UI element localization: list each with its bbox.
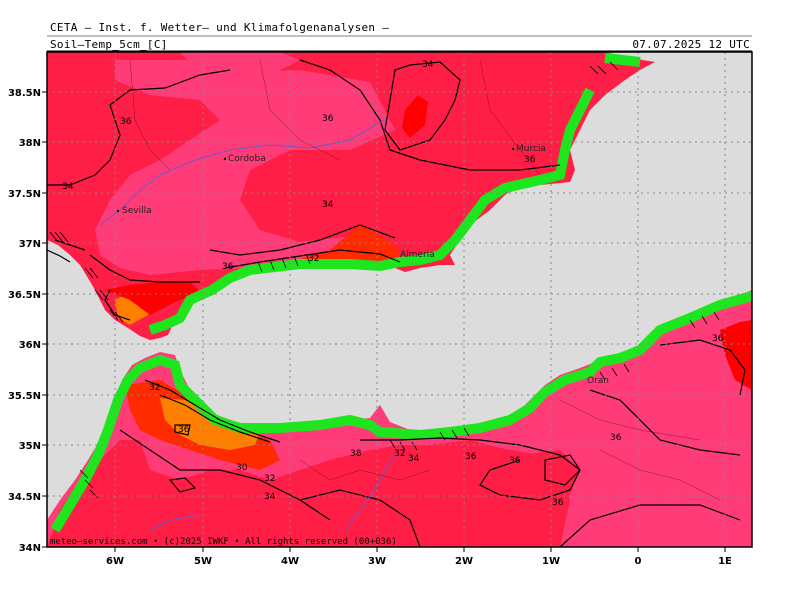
lon-label: 1W xyxy=(542,556,560,567)
lon-label: 6W xyxy=(106,556,124,567)
lat-label: 36N xyxy=(19,340,41,351)
map-border xyxy=(46,51,753,548)
contour-label: 32 xyxy=(149,383,160,393)
copyright-text: meteo—services.com • (c)2025 IWKF • All … xyxy=(50,537,397,547)
contour-value-labels: 34 36 36 34 34 36 36 32 32 30 32 34 38 3… xyxy=(62,60,724,508)
lat-label: 36.5N xyxy=(8,290,41,301)
contour-label: 34 xyxy=(62,182,74,192)
lat-label: 34N xyxy=(19,543,41,554)
city-dot-sevilla xyxy=(116,209,120,213)
grid-lines xyxy=(47,52,752,547)
spain-coast-green xyxy=(148,53,641,335)
contour-label: 36 xyxy=(120,117,132,127)
contour-label: 36 xyxy=(712,334,724,344)
lon-label: 3W xyxy=(368,556,386,567)
valid-time: 07.07.2025 12 UTC xyxy=(632,38,750,51)
contour-label: 34 xyxy=(408,454,420,464)
contour-label: 34 xyxy=(322,200,334,210)
lat-label: 34.5N xyxy=(8,492,41,503)
city-murcia: Murcia xyxy=(516,144,546,154)
lon-label: 5W xyxy=(194,556,212,567)
contour-label: 36 xyxy=(509,456,521,466)
contour-label: 36 xyxy=(465,452,477,462)
contour-label: 36 xyxy=(178,425,190,435)
contour-label: 32 xyxy=(308,254,319,264)
lat-label: 35.5N xyxy=(8,391,41,402)
header-title: CETA — Inst. f. Wetter— und Klimafolgena… xyxy=(50,21,390,34)
axis-ticks xyxy=(42,91,726,552)
lat-label: 38N xyxy=(19,138,41,149)
contour-label: 36 xyxy=(524,155,536,165)
africa-zone-34 xyxy=(47,440,570,547)
contour-label: 30 xyxy=(236,463,248,473)
city-oran: Oran xyxy=(587,376,609,386)
africa-zone-30 xyxy=(160,398,260,450)
spain-zone-red-sw xyxy=(105,282,200,315)
lon-label: 4W xyxy=(281,556,299,567)
admin-borders xyxy=(129,59,721,501)
africa-coast-green xyxy=(50,291,752,533)
spain-zone-38-a xyxy=(402,95,428,138)
africa-zone-38-centre xyxy=(480,450,580,500)
city-dot-murcia xyxy=(511,147,515,151)
lon-label: 0 xyxy=(635,556,642,567)
spain-zone-32-coast xyxy=(280,225,400,268)
contour-label: 34 xyxy=(422,60,434,70)
lat-label: 37.5N xyxy=(8,189,41,200)
lon-label: 2W xyxy=(455,556,473,567)
parameter-label: Soil—Temp_5cm_[C] xyxy=(50,38,168,51)
contour-label: 32 xyxy=(264,474,275,484)
longitude-labels: 6W 5W 4W 3W 2W 1W 0 1E xyxy=(106,556,732,567)
lat-label: 38.5N xyxy=(8,88,41,99)
latitude-labels: 38.5N 38N 37.5N 37N 36.5N 36N 35.5N 35N … xyxy=(8,88,41,554)
rivers xyxy=(99,119,396,531)
coastal-hatching xyxy=(49,61,720,499)
city-cordoba: Cordoba xyxy=(228,154,266,164)
city-sevilla: Sevilla xyxy=(122,206,152,216)
city-almeria: Almeria xyxy=(400,250,435,260)
contour-label: 36 xyxy=(552,498,564,508)
contour-label: 38 xyxy=(350,449,362,459)
lon-label: 1E xyxy=(718,556,732,567)
contour-label: 36 xyxy=(610,433,622,443)
contour-label: 34 xyxy=(264,492,276,502)
contour-label: 36 xyxy=(322,114,334,124)
contour-label: 32 xyxy=(394,449,405,459)
spain-zone-36 xyxy=(95,60,395,275)
lat-label: 35N xyxy=(19,441,41,452)
isotherm-lines xyxy=(47,59,746,547)
city-dot-cordoba xyxy=(223,157,227,161)
contour-label: 36 xyxy=(222,262,234,272)
lat-label: 37N xyxy=(19,239,41,250)
